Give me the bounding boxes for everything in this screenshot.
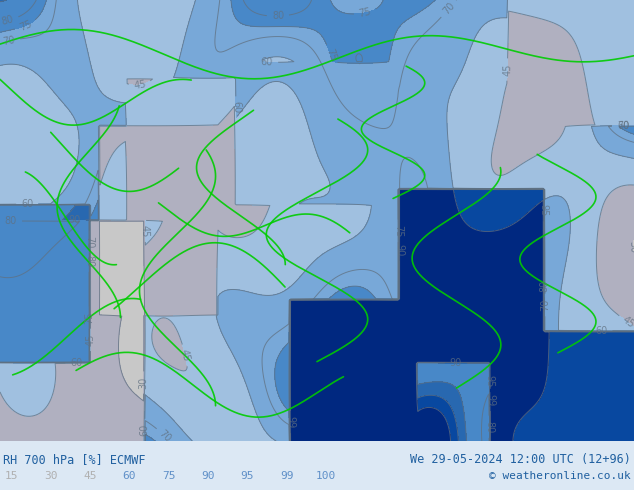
Text: 80: 80 [272, 11, 284, 21]
Text: 95: 95 [240, 471, 254, 481]
Text: 100: 100 [316, 471, 336, 481]
Text: 45: 45 [133, 79, 147, 91]
Text: 80: 80 [484, 420, 494, 433]
Text: 75: 75 [18, 19, 33, 32]
Text: 90: 90 [68, 215, 81, 225]
Text: 80: 80 [1, 14, 15, 27]
Text: We 29-05-2024 12:00 UTC (12+96): We 29-05-2024 12:00 UTC (12+96) [410, 453, 631, 466]
Text: 75: 75 [84, 312, 94, 324]
Text: 95: 95 [538, 204, 548, 217]
Text: 30: 30 [627, 240, 634, 253]
Text: 60: 60 [595, 326, 607, 336]
Text: RH 700 hPa [%] ECMWF: RH 700 hPa [%] ECMWF [3, 453, 146, 466]
Text: 90: 90 [201, 471, 215, 481]
Text: 60: 60 [139, 424, 150, 436]
Text: 60: 60 [261, 57, 273, 67]
Text: 15: 15 [4, 471, 18, 481]
Text: 70: 70 [441, 0, 456, 17]
Text: 45: 45 [86, 334, 96, 346]
Text: 60: 60 [122, 471, 136, 481]
Text: 80: 80 [4, 216, 17, 226]
Text: 70: 70 [540, 299, 550, 311]
Text: 45: 45 [83, 471, 97, 481]
Text: 30: 30 [139, 376, 149, 389]
Text: 80: 80 [84, 255, 94, 267]
Text: 75: 75 [324, 48, 337, 63]
Text: 60: 60 [617, 121, 630, 130]
Text: 90: 90 [394, 244, 404, 256]
Text: 30: 30 [44, 471, 58, 481]
Text: 60: 60 [21, 199, 34, 209]
Text: © weatheronline.co.uk: © weatheronline.co.uk [489, 471, 631, 481]
Text: 60: 60 [70, 358, 82, 368]
Text: 99: 99 [285, 416, 295, 428]
Text: 45: 45 [140, 224, 150, 237]
Text: 45: 45 [620, 315, 634, 330]
Text: 45: 45 [502, 63, 512, 76]
Text: 70: 70 [617, 121, 630, 131]
Text: 99: 99 [485, 394, 495, 406]
Text: 45: 45 [179, 348, 191, 363]
Text: 70: 70 [157, 428, 173, 444]
Text: 80: 80 [540, 280, 549, 292]
Text: 70: 70 [2, 35, 16, 47]
Text: 75: 75 [162, 471, 176, 481]
Text: 95: 95 [485, 375, 495, 387]
Text: 70: 70 [84, 236, 94, 248]
Text: 75: 75 [358, 7, 372, 19]
Text: 90: 90 [450, 358, 462, 368]
Text: 99: 99 [280, 471, 294, 481]
Text: 60: 60 [231, 101, 241, 114]
Text: 75: 75 [393, 224, 403, 237]
